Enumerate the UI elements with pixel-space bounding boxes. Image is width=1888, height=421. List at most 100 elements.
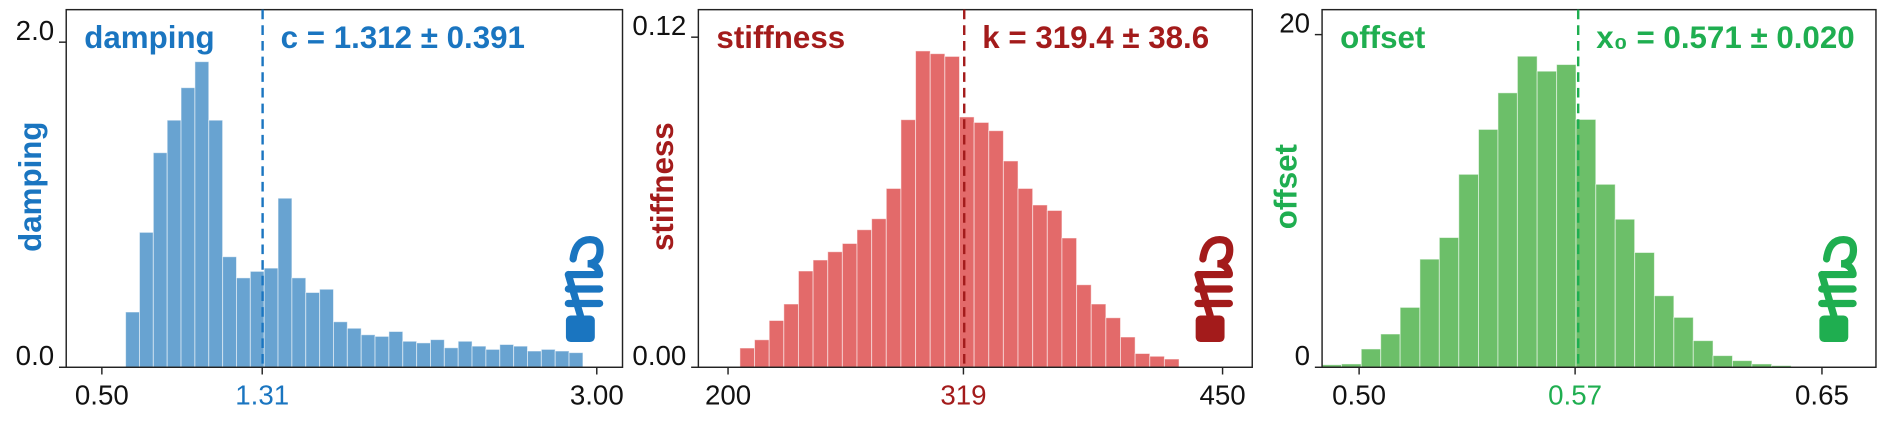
histogram-bar <box>871 218 887 368</box>
histogram-bar <box>1731 360 1753 368</box>
panel-title: stiffness <box>716 20 845 55</box>
y-tick-label: 0 <box>1295 340 1310 371</box>
histogram-bar <box>1017 187 1034 368</box>
histogram-bar <box>568 352 584 368</box>
plot-frame <box>65 8 624 368</box>
annotation: k = 319.4 ± 38.6 <box>982 20 1209 55</box>
histogram-bar <box>1399 306 1421 368</box>
annotation: c = 1.312 ± 0.391 <box>281 20 525 55</box>
histogram-bar <box>1673 316 1694 368</box>
histogram-bar <box>443 347 459 368</box>
panel: 0.50 1.31 3.00 0.0 2.0 damping c = 1.312 ± 0.3… <box>13 8 624 411</box>
histogram-bar <box>1149 355 1165 368</box>
x-tick-label: 1.31 <box>235 380 289 411</box>
histogram-bar <box>915 50 931 368</box>
spring-icon <box>1819 315 1849 342</box>
histogram-bar <box>988 130 1004 368</box>
histogram-bar <box>1536 70 1558 368</box>
histogram-bar <box>1458 173 1480 368</box>
histogram-bar <box>346 327 362 368</box>
histogram-bar <box>499 344 515 368</box>
histogram-bar <box>1032 204 1048 368</box>
x-tick-label: 319 <box>940 380 986 411</box>
histogram-bar <box>249 270 265 368</box>
histogram-bar <box>856 229 873 368</box>
histogram-bar <box>332 321 348 368</box>
histogram-bar <box>1438 237 1460 368</box>
histogram-bar <box>1360 348 1382 368</box>
histogram-bar <box>208 119 224 368</box>
y-axis-label: stiffness <box>645 122 680 251</box>
histogram-bar <box>457 340 473 368</box>
histogram-bar <box>929 53 946 368</box>
histogram-bar <box>1614 218 1636 368</box>
histogram-bar <box>1478 128 1499 368</box>
annotation: x₀ = 0.571 ± 0.020 <box>1596 20 1854 55</box>
histogram-bar <box>1076 284 1092 368</box>
histogram-bar <box>1595 183 1616 368</box>
histogram-bar <box>194 61 210 368</box>
y-tick-label: 0.0 <box>16 340 55 371</box>
histogram-bar <box>402 340 418 368</box>
histogram-bar <box>1653 295 1675 368</box>
histogram-bar <box>768 320 785 368</box>
panel: 0.50 0.57 0.65 0 20 offset x₀ = 0.571 ± 0.020 o… <box>1269 7 1877 411</box>
x-tick-label: 200 <box>705 380 751 411</box>
histogram-bar <box>797 270 814 368</box>
histogram-bar <box>180 87 196 368</box>
histogram-bar <box>360 334 376 368</box>
panel: 200 319 450 0.00 0.12 stiffness k = 319.4 ± 38… <box>632 8 1253 411</box>
histogram-bar <box>973 121 990 368</box>
histogram-bar <box>527 350 542 368</box>
plot-frame <box>1321 8 1877 368</box>
x-tick-label: 0.65 <box>1795 380 1849 411</box>
histogram-bar <box>1634 252 1655 368</box>
histogram-bar <box>1380 333 1401 368</box>
histogram-bar <box>783 303 799 368</box>
x-tick-label: 3.00 <box>570 380 624 411</box>
histogram-bar <box>263 267 279 368</box>
histogram-bar <box>416 342 431 368</box>
histogram-bar <box>754 339 770 368</box>
histogram-bar <box>222 256 237 368</box>
x-tick-label: 0.57 <box>1548 380 1602 411</box>
histogram-bar <box>827 251 843 368</box>
histogram-bar <box>1692 340 1714 368</box>
y-axis-label: offset <box>1269 143 1304 229</box>
spring-icon <box>1194 236 1234 320</box>
spring-icon <box>564 236 604 320</box>
histogram-bar <box>944 55 960 368</box>
histogram-bar <box>540 348 556 368</box>
histogram-bar <box>1120 336 1136 368</box>
histogram-bar <box>485 348 501 368</box>
panel-title: damping <box>84 20 214 55</box>
histogram-bar <box>1090 303 1107 368</box>
histogram-bar <box>812 259 829 368</box>
histogram-bar <box>1105 317 1121 368</box>
spring-icon <box>1195 315 1225 342</box>
y-tick-label: 2.0 <box>16 15 55 46</box>
histogram-bar <box>841 243 858 368</box>
histogram-bar <box>1061 237 1078 368</box>
y-tick-label: 0.00 <box>632 340 686 371</box>
histogram-bar <box>1419 258 1440 368</box>
x-tick-label: 0.50 <box>75 380 129 411</box>
histogram-bar <box>388 331 404 368</box>
histogram-bar <box>1002 160 1019 368</box>
histogram-bar <box>291 277 307 368</box>
y-tick-label: 0.12 <box>632 10 686 41</box>
histogram-bar <box>1497 92 1518 368</box>
panel-title: offset <box>1340 20 1426 55</box>
histogram-bar <box>235 277 251 368</box>
histogram-bar <box>319 288 334 368</box>
plot-frame <box>697 8 1253 368</box>
histogram-bar <box>1556 64 1577 368</box>
y-axis-label: damping <box>13 121 48 251</box>
histogram-bar <box>277 197 293 368</box>
x-tick-label: 0.50 <box>1332 380 1386 411</box>
histogram-bar <box>1712 355 1733 368</box>
histogram-bar <box>1163 358 1180 368</box>
histogram-bar <box>900 119 917 368</box>
x-tick-label: 450 <box>1199 380 1245 411</box>
y-tick-label: 20 <box>1279 7 1310 38</box>
